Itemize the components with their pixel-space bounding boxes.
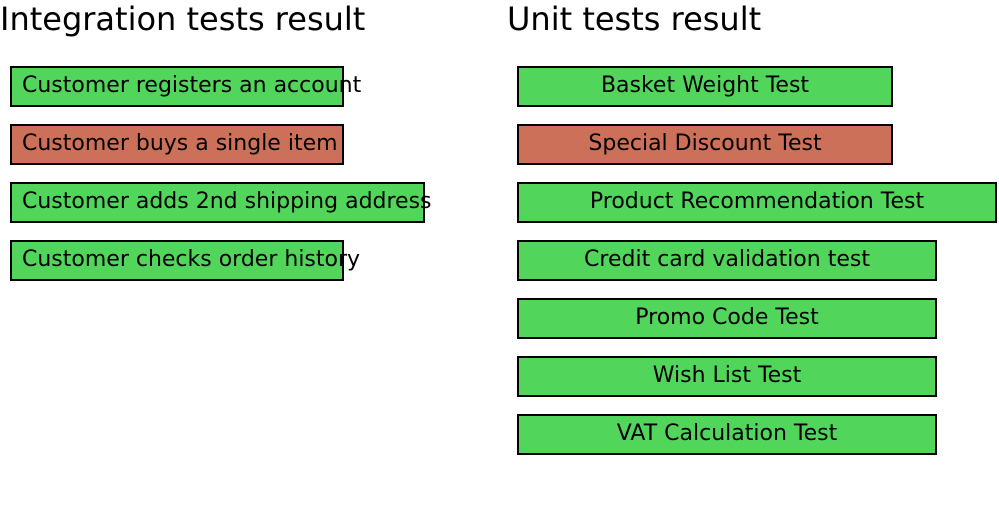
unit-test-item: Wish List Test [517, 356, 937, 397]
unit-tests-column: Unit tests result Basket Weight Test Spec… [507, 0, 997, 455]
integration-test-item: Customer checks order history [10, 240, 344, 281]
integration-tests-column: Integration tests result Customer regist… [0, 0, 425, 281]
unit-test-item: VAT Calculation Test [517, 414, 937, 455]
integration-test-item: Customer adds 2nd shipping address [10, 182, 425, 223]
integration-test-item: Customer buys a single item [10, 124, 344, 165]
integration-test-item: Customer registers an account [10, 66, 344, 107]
unit-items: Basket Weight Test Special Discount Test P… [517, 66, 997, 455]
integration-items: Customer registers an account Customer bu… [10, 66, 425, 281]
integration-title: Integration tests result [0, 0, 425, 38]
unit-test-item: Product Recommendation Test [517, 182, 997, 223]
unit-title: Unit tests result [507, 0, 997, 38]
unit-test-item: Credit card validation test [517, 240, 937, 281]
unit-test-item: Promo Code Test [517, 298, 937, 339]
unit-test-item: Special Discount Test [517, 124, 893, 165]
unit-test-item: Basket Weight Test [517, 66, 893, 107]
